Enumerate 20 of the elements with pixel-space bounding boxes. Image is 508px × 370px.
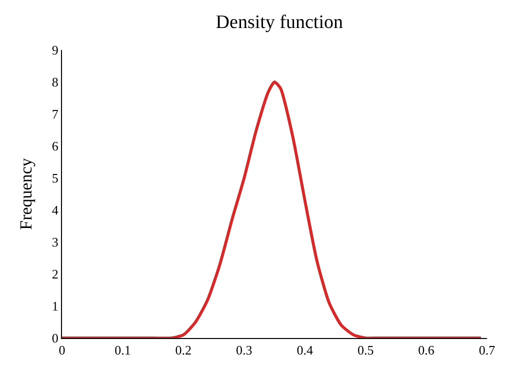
y-tick-label: 6 bbox=[52, 138, 59, 154]
line-series bbox=[62, 80, 482, 338]
x-tick-label: 0.5 bbox=[357, 342, 374, 358]
chart-title: Density function bbox=[216, 12, 344, 34]
x-tick-label: 0.7 bbox=[478, 342, 496, 358]
y-tick-label: 4 bbox=[52, 202, 59, 218]
y-tick-label: 5 bbox=[52, 170, 58, 186]
y-axis-title: Frequency bbox=[16, 158, 36, 230]
x-tick-label: 0.1 bbox=[114, 342, 131, 358]
y-tick-label: 8 bbox=[52, 74, 58, 90]
x-tick-label: 0.6 bbox=[418, 342, 435, 358]
y-tick-label: 2 bbox=[52, 266, 58, 282]
x-tick-label: 0.3 bbox=[236, 342, 252, 358]
y-tick-label: 9 bbox=[52, 42, 58, 58]
x-tick-label: 0.2 bbox=[175, 342, 192, 358]
y-tick-label: 3 bbox=[52, 234, 58, 250]
y-tick-label: 7 bbox=[52, 106, 59, 122]
y-tick-label: 1 bbox=[52, 298, 58, 314]
y-tick-label: 0 bbox=[52, 330, 58, 346]
x-tick-label: 0.4 bbox=[296, 342, 314, 358]
